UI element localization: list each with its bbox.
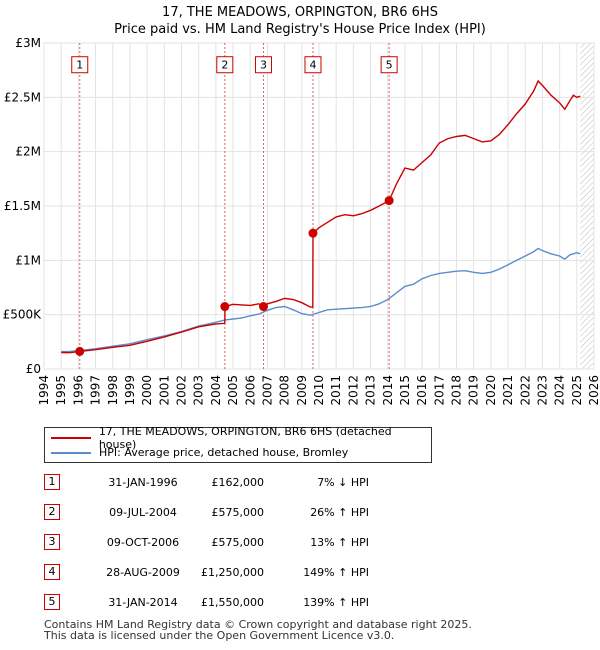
sale-label-box — [71, 56, 89, 74]
sale-price: £1,550,000 — [201, 596, 264, 609]
x-tick-label: 2014 — [381, 375, 395, 406]
sale-hpi-change: 149% ↑ HPI — [303, 566, 369, 579]
sale-point — [220, 302, 230, 312]
sale-label-box — [304, 56, 322, 74]
sale-hpi-change: 139% ↑ HPI — [303, 596, 369, 609]
x-tick-label: 1998 — [106, 375, 120, 406]
sale-label-number: 4 — [309, 59, 316, 72]
x-tick-label: 1996 — [71, 375, 85, 406]
chart-subtitle: Price paid vs. HM Land Registry's House … — [114, 22, 486, 37]
chart-title: 17, THE MEADOWS, ORPINGTON, BR6 6HS — [162, 5, 438, 20]
x-tick-label: 2024 — [553, 375, 567, 406]
x-tick-label: 2016 — [415, 375, 429, 406]
y-tick-label: £500K — [3, 308, 43, 322]
sale-date: 31-JAN-1996 — [108, 476, 178, 489]
sale-number-badge: 5 — [44, 594, 60, 610]
x-tick-label: 2022 — [518, 375, 532, 406]
x-tick-label: 2021 — [501, 375, 515, 406]
legend-item-hpi: HPI: Average price, detached house, Brom… — [51, 445, 348, 460]
sale-date: 09-JUL-2004 — [109, 506, 177, 519]
y-tick-label: £3M — [15, 36, 41, 50]
x-tick-label: 2018 — [450, 375, 464, 406]
x-tick-label: 1997 — [89, 375, 103, 406]
x-tick-label: 2026 — [587, 375, 600, 406]
property-price-line — [61, 79, 581, 354]
legend-label-hpi: HPI: Average price, detached house, Brom… — [99, 446, 349, 459]
x-tick-label: 2008 — [278, 375, 292, 406]
x-tick-label: 2003 — [192, 375, 206, 406]
x-tick-label: 2025 — [570, 375, 584, 406]
legend-swatch-hpi — [51, 451, 91, 454]
sale-hpi-change: 13% ↑ HPI — [310, 536, 369, 549]
sale-label-number: 2 — [221, 59, 228, 72]
hpi-line — [61, 247, 581, 353]
sale-label-number: 1 — [76, 59, 83, 72]
sale-label-box — [216, 56, 234, 74]
x-tick-label: 2004 — [209, 375, 223, 406]
sale-row: 5 31-JAN-2014 £1,550,000 139% ↑ HPI — [44, 594, 464, 612]
y-tick-label: £0 — [26, 362, 41, 376]
sale-point — [258, 302, 268, 312]
sale-number-badge: 3 — [44, 534, 60, 550]
x-tick-label: 2023 — [535, 375, 549, 406]
x-tick-label: 1999 — [123, 375, 137, 406]
sale-price: £575,000 — [211, 536, 265, 549]
x-tick-label: 2010 — [312, 375, 326, 406]
sale-row: 1 31-JAN-1996 £162,000 7% ↓ HPI — [44, 474, 464, 492]
price-chart: 1994 1995 1996 1997 1998 1999 2000 2001 2002 2003… — [3, 36, 600, 406]
chart-title-block: 17, THE MEADOWS, ORPINGTON, BR6 6HS Pric… — [0, 4, 600, 38]
x-tick-label: 1995 — [54, 375, 68, 406]
sale-label-number: 5 — [386, 59, 393, 72]
y-tick-label: £1.5M — [4, 199, 41, 213]
sale-date: 09-OCT-2006 — [106, 536, 180, 549]
x-tick-label: 2001 — [157, 375, 171, 406]
x-tick-label: 2019 — [467, 375, 481, 406]
sale-number-badge: 2 — [44, 504, 60, 520]
sale-point — [384, 196, 394, 206]
sale-row: 4 28-AUG-2009 £1,250,000 149% ↑ HPI — [44, 564, 464, 582]
legend: 17, THE MEADOWS, ORPINGTON, BR6 6HS (det… — [44, 425, 432, 463]
x-tick-label: 2013 — [364, 375, 378, 406]
sale-point — [75, 346, 85, 356]
x-tick-label: 2005 — [226, 375, 240, 406]
x-tick-label: 2002 — [175, 375, 189, 406]
sale-label-number: 3 — [260, 59, 267, 72]
footer-licence: This data is licensed under the Open Gov… — [44, 629, 395, 642]
x-tick-label: 2009 — [295, 375, 309, 406]
sale-price: £1,250,000 — [201, 566, 264, 579]
sale-number-badge: 4 — [44, 564, 60, 580]
sale-label-box — [380, 56, 398, 74]
y-tick-label: £1M — [15, 253, 41, 267]
sale-date: 28-AUG-2009 — [106, 566, 180, 579]
sale-point — [308, 228, 318, 238]
footer-copyright: Contains HM Land Registry data © Crown c… — [44, 618, 472, 631]
x-tick-label: 2000 — [140, 375, 154, 406]
sale-hpi-change: 7% ↓ HPI — [317, 476, 369, 489]
sale-row: 2 09-JUL-2004 £575,000 26% ↑ HPI — [44, 504, 464, 522]
x-tick-label: 1994 — [37, 375, 51, 406]
x-tick-label: 2011 — [329, 375, 343, 406]
sale-hpi-change: 26% ↑ HPI — [310, 506, 369, 519]
legend-swatch-property — [51, 436, 91, 439]
legend-label-property: 17, THE MEADOWS, ORPINGTON, BR6 6HS (det… — [98, 424, 392, 451]
x-tick-label: 2006 — [243, 375, 257, 406]
x-tick-label: 2017 — [432, 375, 446, 406]
footer-attribution: Contains HM Land Registry data © Crown c… — [44, 619, 472, 641]
x-tick-label: 2020 — [484, 375, 498, 406]
sale-price: £575,000 — [211, 506, 265, 519]
y-tick-label: £2.5M — [4, 90, 41, 104]
sale-number-badge: 1 — [44, 474, 60, 490]
sale-date: 31-JAN-2014 — [108, 596, 178, 609]
sale-price: £162,000 — [211, 476, 265, 489]
legend-item-property: 17, THE MEADOWS, ORPINGTON, BR6 6HS (det… — [51, 425, 431, 451]
x-tick-label: 2015 — [398, 375, 412, 406]
x-tick-label: 2007 — [260, 375, 274, 406]
y-tick-label: £2M — [15, 145, 41, 159]
sale-label-box — [254, 56, 272, 74]
sale-row: 3 09-OCT-2006 £575,000 13% ↑ HPI — [44, 534, 464, 552]
x-tick-label: 2012 — [346, 375, 360, 406]
